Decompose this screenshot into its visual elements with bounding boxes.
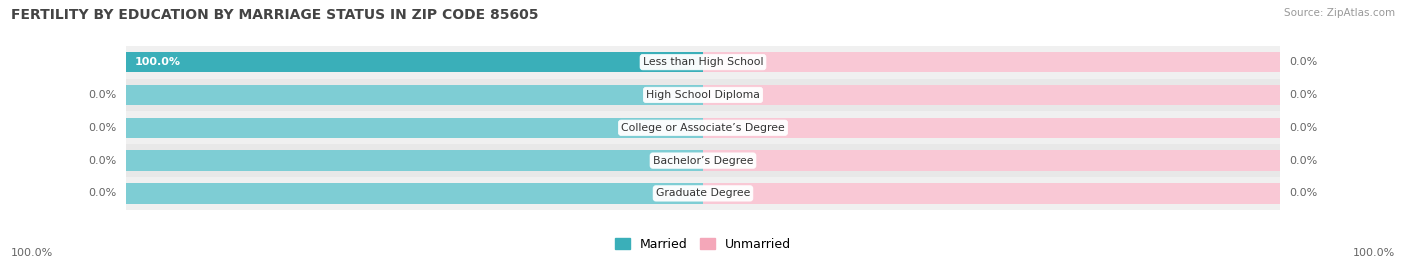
- Bar: [125, 46, 1281, 79]
- Text: 0.0%: 0.0%: [89, 155, 117, 166]
- Bar: [125, 52, 703, 72]
- Text: 0.0%: 0.0%: [89, 123, 117, 133]
- Text: Graduate Degree: Graduate Degree: [655, 188, 751, 199]
- Bar: [703, 52, 1281, 72]
- Text: 100.0%: 100.0%: [11, 248, 53, 258]
- Bar: [125, 118, 703, 138]
- Text: Bachelor’s Degree: Bachelor’s Degree: [652, 155, 754, 166]
- Bar: [703, 85, 1281, 105]
- Bar: [125, 150, 703, 171]
- Bar: [703, 150, 1281, 171]
- Text: 0.0%: 0.0%: [1289, 57, 1317, 67]
- Text: 0.0%: 0.0%: [1289, 188, 1317, 199]
- Bar: [703, 118, 1281, 138]
- Bar: [125, 177, 1281, 210]
- Text: 0.0%: 0.0%: [89, 90, 117, 100]
- Text: 0.0%: 0.0%: [1289, 90, 1317, 100]
- Text: 100.0%: 100.0%: [134, 57, 180, 67]
- Text: High School Diploma: High School Diploma: [647, 90, 759, 100]
- Text: 0.0%: 0.0%: [89, 188, 117, 199]
- Bar: [125, 111, 1281, 144]
- Text: 100.0%: 100.0%: [1353, 248, 1395, 258]
- Bar: [703, 183, 1281, 204]
- Bar: [125, 85, 703, 105]
- Text: 0.0%: 0.0%: [1289, 123, 1317, 133]
- Text: College or Associate’s Degree: College or Associate’s Degree: [621, 123, 785, 133]
- Legend: Married, Unmarried: Married, Unmarried: [610, 233, 796, 256]
- Text: Less than High School: Less than High School: [643, 57, 763, 67]
- Bar: [125, 144, 1281, 177]
- Text: 0.0%: 0.0%: [1289, 155, 1317, 166]
- Bar: [125, 183, 703, 204]
- Text: Source: ZipAtlas.com: Source: ZipAtlas.com: [1284, 8, 1395, 18]
- Bar: [125, 79, 1281, 111]
- Bar: [125, 52, 703, 72]
- Text: FERTILITY BY EDUCATION BY MARRIAGE STATUS IN ZIP CODE 85605: FERTILITY BY EDUCATION BY MARRIAGE STATU…: [11, 8, 538, 22]
